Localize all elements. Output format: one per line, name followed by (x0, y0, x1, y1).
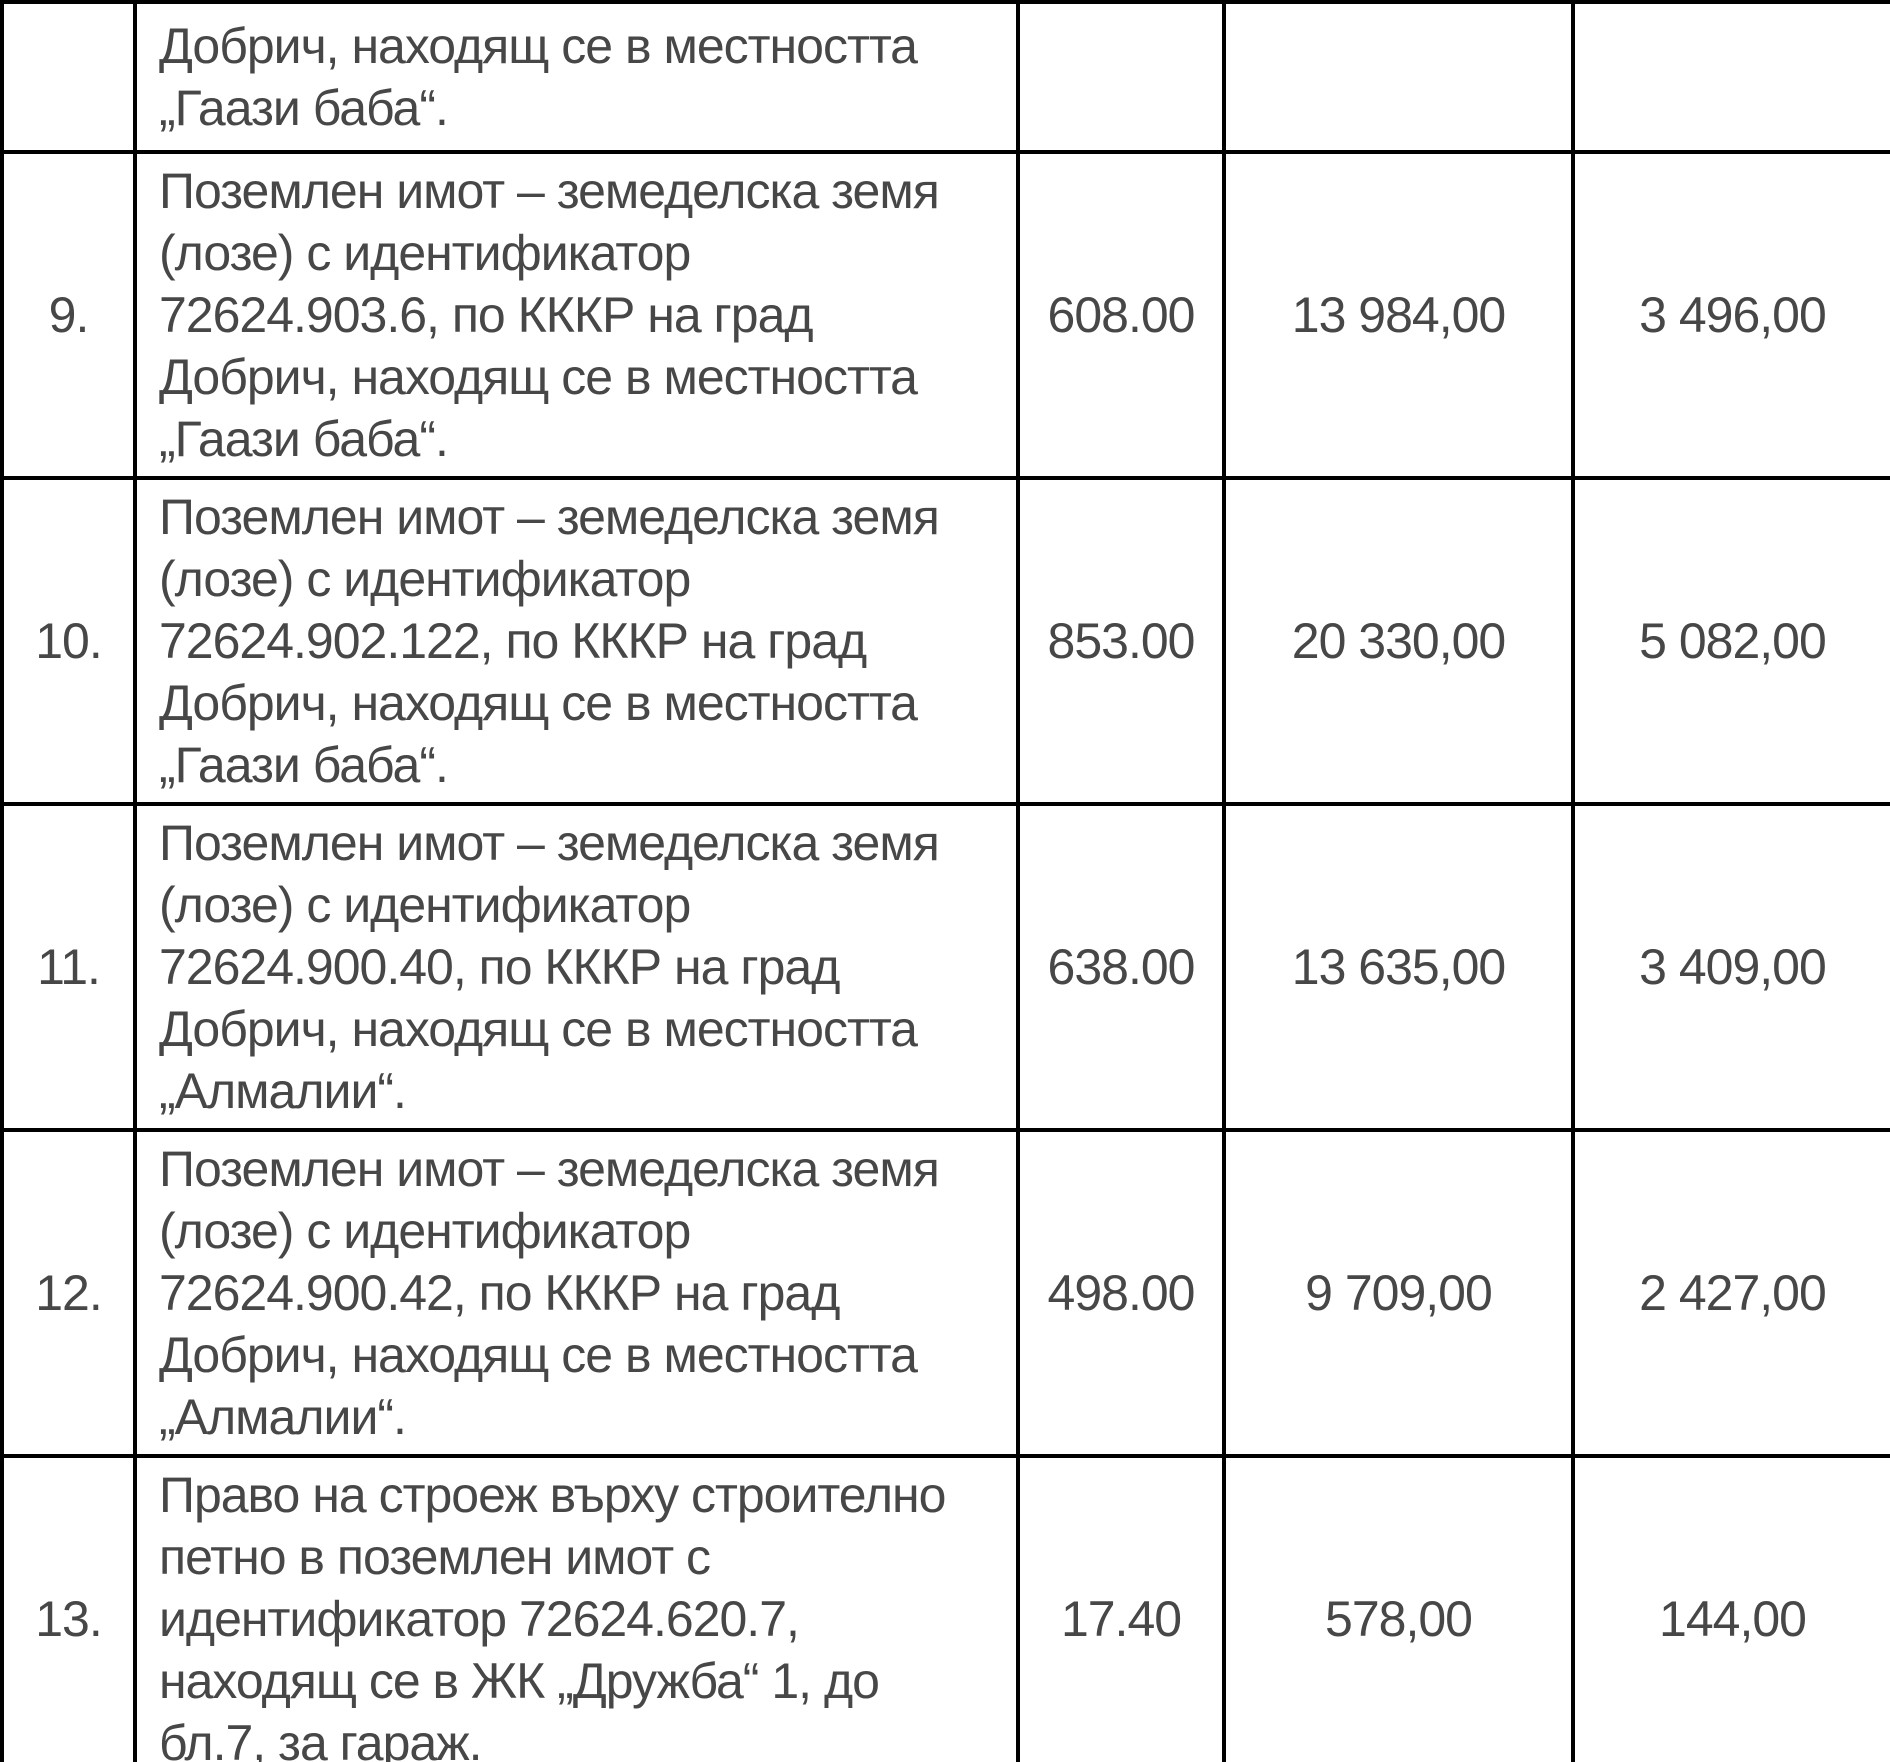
table-row-13: 13. Право на строеж върху строително пет… (0, 1454, 1890, 1762)
value-primary-cell: 578,00 (1222, 1454, 1575, 1762)
row-number-cell: 10. (0, 476, 137, 806)
row-number-cell: 13. (0, 1454, 137, 1762)
value-secondary-cell: 144,00 (1571, 1454, 1890, 1762)
value-secondary-cell: 3 496,00 (1571, 150, 1890, 480)
value-primary-cell: 13 635,00 (1222, 802, 1575, 1132)
area-cell: 17.40 (1016, 1454, 1226, 1762)
area-cell: 608.00 (1016, 150, 1226, 480)
description-cell: Поземлен имот – земеделска земя (лозе) с… (133, 150, 1020, 480)
table-row-partial: Добрич, находящ се в местността „Гаази б… (0, 0, 1890, 154)
row-number-cell: 11. (0, 802, 137, 1132)
table-row-11: 11. Поземлен имот – земеделска земя (лоз… (0, 802, 1890, 1132)
description-cell: Поземлен имот – земеделска земя (лозе) с… (133, 476, 1020, 806)
table-row-9: 9. Поземлен имот – земеделска земя (лозе… (0, 150, 1890, 480)
area-cell: 638.00 (1016, 802, 1226, 1132)
row-number-cell: 9. (0, 150, 137, 480)
value-primary-cell (1222, 0, 1575, 154)
value-secondary-cell: 3 409,00 (1571, 802, 1890, 1132)
description-cell: Поземлен имот – земеделска земя (лозе) с… (133, 1128, 1020, 1458)
area-cell (1016, 0, 1226, 154)
area-cell: 498.00 (1016, 1128, 1226, 1458)
description-cell: Право на строеж върху строително петно в… (133, 1454, 1020, 1762)
value-primary-cell: 20 330,00 (1222, 476, 1575, 806)
value-secondary-cell: 5 082,00 (1571, 476, 1890, 806)
table-row-12: 12. Поземлен имот – земеделска земя (лоз… (0, 1128, 1890, 1458)
table-row-10: 10. Поземлен имот – земеделска земя (лоз… (0, 476, 1890, 806)
row-number-cell: 12. (0, 1128, 137, 1458)
row-number-cell (0, 0, 137, 154)
value-secondary-cell: 2 427,00 (1571, 1128, 1890, 1458)
description-cell: Поземлен имот – земеделска земя (лозе) с… (133, 802, 1020, 1132)
area-cell: 853.00 (1016, 476, 1226, 806)
value-primary-cell: 9 709,00 (1222, 1128, 1575, 1458)
value-secondary-cell (1571, 0, 1890, 154)
value-primary-cell: 13 984,00 (1222, 150, 1575, 480)
description-cell: Добрич, находящ се в местността „Гаази б… (133, 0, 1020, 154)
